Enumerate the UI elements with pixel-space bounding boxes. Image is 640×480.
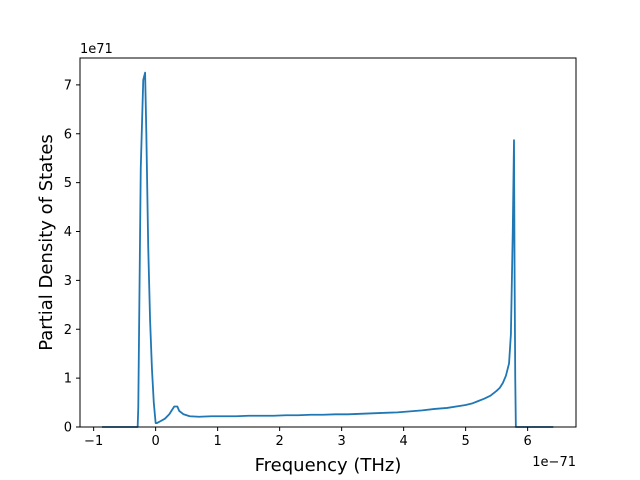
x-tick-label: 5 [461, 434, 469, 449]
x-tick-label: 2 [275, 434, 283, 449]
y-tick-label: 2 [64, 323, 72, 338]
x-axis: −1 0 1 2 3 4 5 6 [84, 427, 532, 449]
x-offset-label: 1e−71 [532, 455, 576, 470]
plot-background [80, 58, 576, 427]
plot-frame [79, 57, 577, 428]
y-tick-label: 7 [64, 78, 72, 93]
x-tick-label: 3 [337, 434, 345, 449]
x-tick-label: 4 [399, 434, 407, 449]
x-tick-label: 6 [523, 434, 531, 449]
series-layer [102, 71, 554, 428]
y-tick-label: 3 [64, 274, 72, 289]
series-line-0 [102, 71, 554, 428]
x-axis-title: Frequency (THz) [255, 455, 402, 476]
y-axis: 0 1 2 3 4 5 6 7 [64, 78, 80, 436]
y-axis-title: Partial Density of States [36, 134, 57, 351]
x-tick-label: −1 [84, 434, 103, 449]
y-offset-label: 1e71 [80, 42, 113, 57]
y-tick-label: 1 [64, 372, 72, 387]
plot-area [79, 57, 577, 428]
y-tick-label: 4 [64, 225, 72, 240]
x-tick-label: 0 [151, 434, 159, 449]
x-tick-label: 1 [213, 434, 221, 449]
y-tick-label: 0 [64, 421, 72, 436]
y-tick-label: 5 [64, 176, 72, 191]
y-tick-label: 6 [64, 127, 72, 142]
